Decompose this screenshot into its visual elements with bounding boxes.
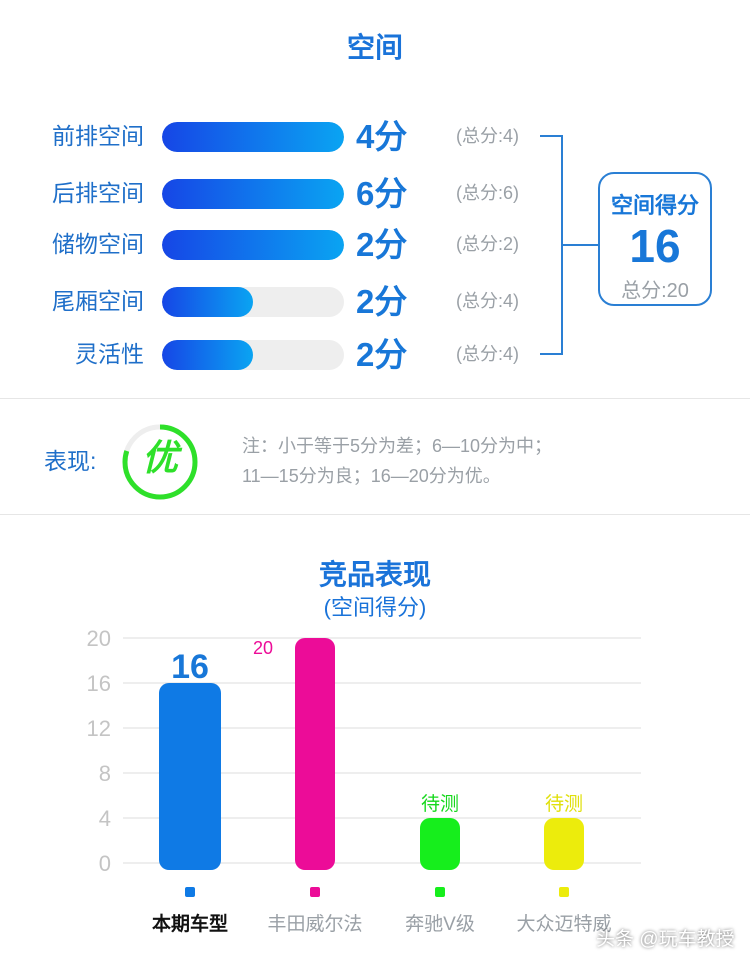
data-label: 16 — [171, 648, 209, 686]
legend-marker — [310, 887, 320, 897]
performance-label: 表现: — [44, 448, 97, 474]
legend-marker — [185, 887, 195, 897]
legend-marker — [435, 887, 445, 897]
grade-note-line-1: 注：小于等于5分为差；6—10分为中； — [242, 436, 553, 456]
score-box-value: 16 — [629, 220, 681, 272]
row-total: (总分:6) — [456, 183, 519, 203]
bar-1 — [159, 683, 221, 870]
category-label: 大众迈特威 — [516, 913, 611, 935]
row-total: (总分:4) — [456, 344, 519, 364]
divider — [0, 514, 750, 515]
score-bar-track — [162, 287, 344, 317]
data-label: 待测 — [421, 793, 459, 815]
row-total: (总分:4) — [456, 291, 519, 311]
grade-note-line-2: 11—15分为良；16—20分为优。 — [242, 466, 501, 486]
score-box-title: 空间得分 — [610, 193, 699, 218]
score-box-total: 总分:20 — [621, 280, 689, 302]
y-tick-label: 8 — [99, 761, 111, 786]
score-bar-track — [162, 122, 344, 152]
bar-2 — [295, 638, 335, 870]
score-bar-track — [162, 230, 344, 260]
row-total: (总分:2) — [456, 234, 519, 254]
row-score: 2分 — [356, 226, 408, 263]
row-score: 6分 — [356, 175, 408, 212]
row-total: (总分:4) — [456, 126, 519, 146]
data-label: 20 — [253, 638, 273, 658]
legend-marker — [559, 887, 569, 897]
divider — [0, 398, 750, 399]
category-label: 丰田威尔法 — [267, 913, 362, 935]
chart-title: 竞品表现 — [318, 559, 431, 590]
grade-badge: 优 — [141, 437, 178, 478]
row-label: 尾厢空间 — [52, 288, 144, 314]
row-score: 4分 — [356, 118, 408, 155]
score-bar-fill — [162, 287, 253, 317]
score-bar-fill — [162, 230, 344, 260]
y-tick-label: 20 — [87, 626, 111, 651]
row-label: 后排空间 — [52, 180, 144, 206]
category-label: 奔驰V级 — [405, 913, 475, 935]
score-bar-track — [162, 340, 344, 370]
row-label: 灵活性 — [75, 341, 144, 367]
score-bar-fill — [162, 122, 344, 152]
row-label: 储物空间 — [52, 231, 144, 257]
score-bar-track — [162, 179, 344, 209]
row-score: 2分 — [356, 283, 408, 320]
y-tick-label: 16 — [87, 671, 111, 696]
data-label: 待测 — [545, 793, 583, 815]
y-tick-label: 4 — [99, 806, 111, 831]
score-bracket — [540, 135, 598, 355]
space-score-box: 空间得分 16 总分:20 — [598, 172, 712, 306]
watermark: 头条 @玩车教授 — [596, 929, 735, 950]
category-label: 本期车型 — [152, 912, 228, 935]
chart-subtitle: (空间得分) — [323, 595, 427, 620]
grade-ring — [122, 424, 198, 500]
row-score: 2分 — [356, 336, 408, 373]
y-tick-label: 0 — [99, 851, 111, 876]
y-tick-label: 12 — [87, 716, 111, 741]
section-title: 空间 — [346, 32, 403, 63]
score-bar-fill — [162, 179, 344, 209]
row-label: 前排空间 — [52, 123, 144, 149]
score-bar-fill — [162, 340, 253, 370]
bar-4 — [544, 818, 584, 870]
bar-3 — [420, 818, 460, 870]
